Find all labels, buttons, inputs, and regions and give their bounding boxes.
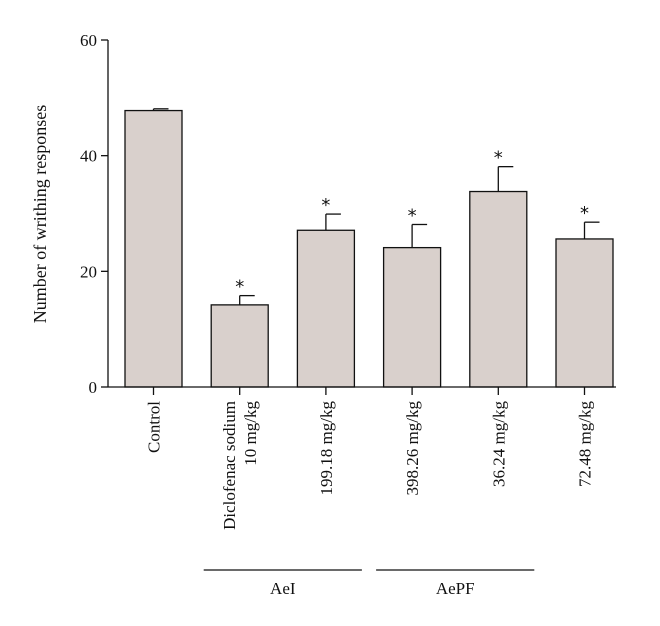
y-axis-title: Number of writhing responses [30, 105, 50, 323]
bar [382, 246, 442, 388]
group-label: AePF [436, 579, 475, 598]
bar [296, 229, 356, 388]
bars: * * * * * [124, 108, 614, 388]
y-tick-label: 20 [80, 262, 97, 281]
x-tick-label: 72.48 mg/kg [576, 401, 595, 487]
x-tick-label: Control [145, 401, 164, 453]
significance-marker: * [494, 148, 503, 169]
significance-marker: * [408, 205, 417, 226]
significance-marker: * [580, 203, 589, 224]
group-brackets: AeI AePF [203, 569, 535, 598]
significance-marker: * [235, 277, 244, 298]
x-tick-label: 398.26 mg/kg [403, 401, 422, 496]
significance-marker: * [321, 195, 330, 216]
group-label: AeI [270, 579, 296, 598]
x-tick-label: 199.18 mg/kg [317, 401, 336, 496]
bar [124, 109, 183, 388]
x-tick-label: 10 mg/kg [241, 401, 260, 466]
x-tick-label: Diclofenac sodium [220, 401, 239, 530]
y-tick-label: 60 [80, 31, 97, 50]
y-tick-label: 0 [89, 378, 98, 397]
bar [555, 238, 614, 388]
bar [469, 190, 528, 388]
y-axis: 0 20 40 60 [80, 31, 109, 397]
bar [210, 304, 269, 388]
x-tick-label: 36.24 mg/kg [489, 401, 508, 487]
x-axis: Control Diclofenac sodium 10 mg/kg 199.18 m… [108, 386, 616, 530]
y-tick-label: 40 [80, 147, 97, 166]
